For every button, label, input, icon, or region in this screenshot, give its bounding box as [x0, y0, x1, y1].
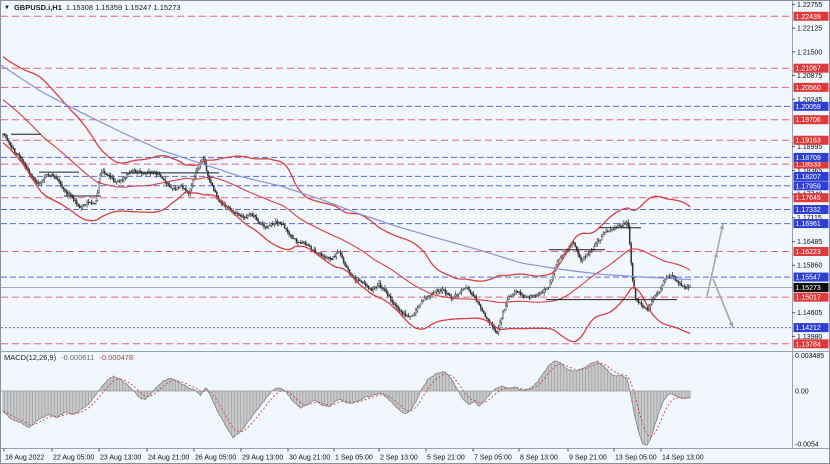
- bollinger-middle-band: [2, 99, 691, 304]
- arrowhead: [728, 321, 734, 328]
- time-axis-label: 7 Sep 05:00: [474, 455, 512, 462]
- time-axis-label: 13 Sep 05:00: [615, 455, 657, 462]
- resistance-price-label: 1.16223: [796, 249, 821, 256]
- support-price-label-badge: [793, 272, 829, 282]
- resistance-price-label: 1.13784: [796, 341, 821, 348]
- time-axis-label: 26 Aug 05:00: [195, 455, 236, 462]
- time-axis-label: 23 Aug 13:00: [100, 455, 141, 462]
- support-price-label-badge: [793, 101, 829, 111]
- resistance-price-label-badge: [793, 135, 829, 145]
- support-price-label: 1.16961: [796, 221, 821, 228]
- current-price-label: 1.15273: [796, 285, 821, 292]
- price-axis-label: 1.18995: [797, 144, 822, 151]
- support-price-label: 1.15547: [796, 275, 821, 282]
- price-axis: 1.22755 1.22125 1.21500 1.20875 1.20245 1.189…: [792, 2, 829, 349]
- price-axis-label: 1.14605: [797, 310, 822, 317]
- time-axis-label: 5 Sep 21:00: [427, 455, 465, 462]
- resistance-price-label: 1.19706: [796, 117, 821, 124]
- projection-arrow-up: [706, 251, 718, 297]
- support-price-label-badge: [793, 205, 829, 215]
- support-price-label: 1.18709: [796, 155, 821, 162]
- resistance-price-label-badge: [793, 247, 829, 257]
- resistance-price-label-badge: [793, 11, 829, 21]
- support-price-label-badge: [793, 171, 829, 181]
- moving-average-line: [1, 64, 692, 281]
- support-price-label-badge: [793, 323, 829, 333]
- resistance-price-label-badge: [793, 159, 829, 169]
- price-axis-label: 1.13980: [797, 334, 822, 341]
- macd-signal-line: [2, 362, 691, 438]
- resistance-price-label: 1.15017: [796, 295, 821, 302]
- price-pane: [1, 15, 792, 345]
- time-axis-label: 18 Aug 2022: [5, 455, 44, 462]
- arrowhead: [713, 251, 719, 258]
- resistance-price-label: 1.20560: [796, 85, 821, 92]
- time-axis-label: 30 Aug 21:00: [289, 455, 330, 462]
- price-axis-label: 1.20875: [797, 73, 822, 80]
- support-price-label-badge: [793, 219, 829, 229]
- price-axis-label: 1.17115: [797, 215, 822, 222]
- time-axis-label: 22 Aug 05:00: [53, 455, 94, 462]
- chart-title-row: ▼ GBPUSD.i,H1 1.15308 1.15359 1.15247 1.…: [4, 3, 181, 12]
- support-price-label-badge: [793, 152, 829, 162]
- support-price-label: 1.17332: [796, 207, 821, 214]
- ohlc-values: 1.15308 1.15359 1.15247 1.15273: [65, 3, 181, 12]
- collapse-objects-icon[interactable]: ▼: [4, 4, 10, 11]
- resistance-price-label: 1.17645: [796, 195, 821, 202]
- macd-signal-value: -0.000478: [99, 353, 134, 362]
- symbol-timeframe-label: GBPUSD.i,H1: [13, 3, 62, 12]
- support-price-label-badge: [793, 181, 829, 191]
- macd-scale-label: -0.0054: [795, 442, 819, 449]
- time-axis-label: 9 Sep 21:00: [569, 455, 607, 462]
- macd-scale: 0.003485 0.00 -0.0054: [795, 353, 824, 449]
- arrowhead: [719, 223, 725, 230]
- price-axis-label: 1.21500: [797, 49, 822, 56]
- price-axis-label: 1.22755: [797, 2, 822, 9]
- macd-pane: [1, 360, 691, 446]
- macd-indicator-name: MACD(12,26,9): [4, 353, 57, 362]
- resistance-price-label-badge: [793, 193, 829, 203]
- resistance-price-label-badge: [793, 63, 829, 73]
- resistance-price-label: 1.22439: [796, 14, 821, 21]
- time-axis-label: 29 Aug 13:00: [242, 455, 283, 462]
- macd-histogram-outline: [2, 360, 691, 446]
- resistance-price-label-badge: [793, 339, 829, 349]
- support-price-label: 1.20059: [796, 104, 821, 111]
- macd-scale-label: 0.00: [795, 389, 809, 396]
- bollinger-lower-band: [2, 142, 691, 343]
- resistance-price-label: 1.19163: [796, 138, 821, 145]
- resistance-price-label-badge: [793, 82, 829, 92]
- current-price-label-badge: [793, 282, 829, 292]
- price-axis-label: 1.22125: [797, 26, 822, 33]
- time-axis: 18 Aug 2022 22 Aug 05:00 23 Aug 13:00 24 Au…: [3, 448, 704, 462]
- price-axis-label: 1.15860: [797, 263, 822, 270]
- projection-arrow-down: [712, 278, 734, 328]
- resistance-price-label: 1.18533: [796, 162, 821, 169]
- price-axis-label: 1.18365: [797, 168, 822, 175]
- support-price-label: 1.14212: [796, 325, 821, 332]
- bollinger-upper-band: [2, 56, 691, 282]
- support-price-label: 1.18207: [796, 174, 821, 181]
- macd-indicator-label-row: MACD(12,26,9) -0.000611 -0.000478: [4, 353, 133, 362]
- support-price-label: 1.17959: [796, 183, 821, 190]
- time-axis-label: 8 Sep 13:00: [520, 455, 558, 462]
- time-axis-label: 1 Sep 05:00: [335, 455, 373, 462]
- macd-main-value: -0.000611: [61, 353, 95, 362]
- resistance-price-label-badge: [793, 115, 829, 125]
- time-axis-label: 14 Sep 13:00: [662, 455, 704, 462]
- resistance-price-label-badge: [793, 292, 829, 302]
- macd-scale-label: 0.003485: [795, 353, 824, 360]
- price-axis-label: 1.16485: [797, 239, 822, 246]
- time-axis-label: 24 Aug 21:00: [148, 455, 189, 462]
- resistance-price-label: 1.21067: [796, 66, 821, 73]
- time-axis-label: 2 Sep 13:00: [380, 455, 418, 462]
- price-axis-label: 1.20245: [797, 97, 822, 104]
